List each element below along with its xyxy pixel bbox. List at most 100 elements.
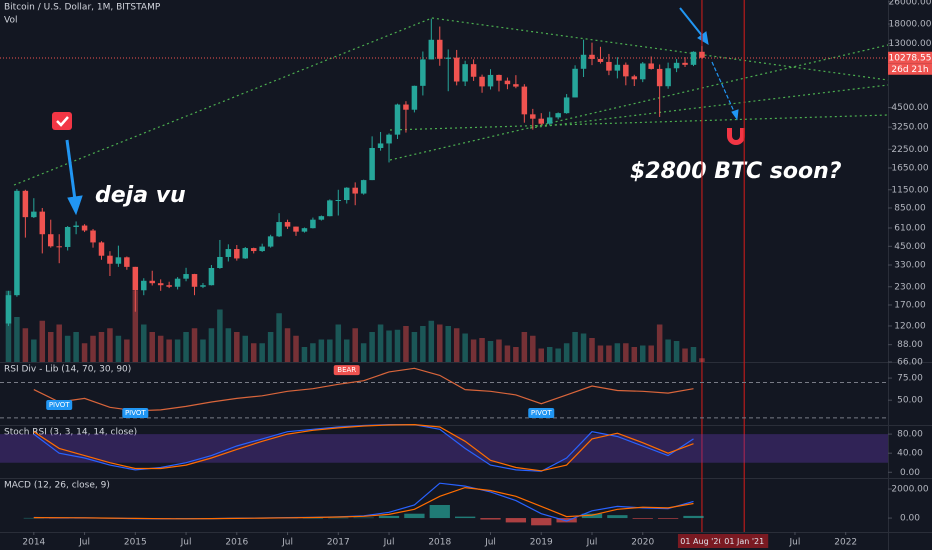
- volume-bar: [403, 326, 409, 362]
- candle-body: [250, 248, 257, 252]
- candle-body: [335, 200, 342, 202]
- volume-bar: [90, 335, 96, 362]
- volume-bar: [174, 339, 181, 362]
- date-marker-label: 01 Aug '20: [680, 537, 723, 546]
- volume-bar: [149, 332, 155, 362]
- candle-body: [90, 230, 96, 243]
- candle-body: [343, 187, 350, 201]
- candle-body: [141, 280, 147, 291]
- histogram-bar: [429, 504, 450, 519]
- candle-body: [149, 280, 155, 284]
- candle-body: [437, 39, 443, 59]
- candle-body: [369, 147, 375, 181]
- x-tick-label: 2016: [225, 538, 248, 548]
- signal-box: [122, 408, 149, 419]
- candle-body: [572, 68, 578, 98]
- volume-bar: [217, 309, 223, 362]
- volume-bar: [580, 333, 587, 362]
- y-tick-label: 50.00: [897, 396, 923, 406]
- band: [0, 434, 888, 463]
- histogram-bar: [480, 518, 501, 520]
- volume-bar: [428, 320, 435, 362]
- volume-bar: [572, 332, 578, 362]
- volume-bar: [234, 332, 240, 362]
- volume-bar: [276, 313, 282, 362]
- candle-body: [293, 226, 299, 232]
- date-marker-label: 01 Jan '21: [724, 537, 764, 546]
- volume-bar: [183, 332, 189, 362]
- signal-box: [46, 399, 73, 410]
- histogram-bar: [454, 516, 476, 519]
- candle-body: [639, 63, 646, 80]
- candle-body: [656, 68, 663, 87]
- annotation: deja vu: [95, 183, 186, 208]
- y-tick-label: 1650.00: [891, 164, 928, 174]
- volume-bar: [648, 345, 654, 362]
- symbol-title: Bitcoin / U.S. Dollar, 1M, BITSTAMP: [4, 3, 161, 13]
- candle-body: [606, 61, 612, 71]
- volume-bar: [699, 358, 705, 362]
- histogram-bar: [683, 515, 704, 519]
- volume-bar: [98, 332, 105, 362]
- series-line: [33, 486, 694, 520]
- candle-body: [301, 228, 308, 232]
- y-tick-label: 610.00: [894, 223, 926, 233]
- signal-box: [528, 408, 555, 419]
- candle-body: [174, 278, 181, 287]
- volume-bar: [606, 345, 612, 362]
- volume-bar: [343, 339, 350, 362]
- candle-body: [420, 59, 426, 86]
- candle-body: [462, 64, 468, 82]
- x-tick-label: 2014: [22, 538, 45, 548]
- volume-bar: [5, 290, 12, 362]
- annotation: $2800 BTC soon?: [630, 159, 842, 184]
- candle-body: [132, 266, 139, 291]
- candle-body: [191, 274, 198, 287]
- candle-body: [623, 64, 629, 77]
- candle-body: [217, 256, 223, 268]
- volume-bar: [310, 343, 316, 362]
- candle-body: [22, 190, 29, 218]
- candle-body: [183, 274, 189, 279]
- candle-body: [631, 76, 638, 80]
- candle-body: [107, 255, 113, 264]
- candle-body: [200, 285, 206, 287]
- y-tick-label: 120.00: [894, 321, 926, 331]
- volume-bar: [589, 338, 595, 362]
- histogram-bar: [404, 513, 425, 519]
- candle-body: [242, 248, 249, 259]
- candle-body: [699, 51, 705, 58]
- candle-body: [81, 225, 88, 231]
- volume-bar: [445, 326, 451, 362]
- candle-body: [496, 74, 502, 81]
- y-tick-label: 66.00: [897, 358, 923, 368]
- volume-bar: [673, 341, 680, 362]
- volume-bar: [14, 317, 20, 362]
- volume-bar: [250, 343, 257, 362]
- candle-body: [563, 97, 570, 114]
- volume-bar: [166, 339, 172, 362]
- histogram-bar: [505, 518, 527, 523]
- histogram-bar: [353, 517, 374, 519]
- trendlines: [13, 17, 889, 186]
- y-tick-label: 230.00: [894, 282, 926, 292]
- volume-bar: [22, 328, 29, 362]
- signal-label: BEAR: [337, 366, 356, 374]
- candle-body: [597, 58, 604, 62]
- last-price-box: [888, 51, 932, 64]
- volume-bar: [191, 328, 198, 362]
- volume-bar: [470, 339, 477, 362]
- candle-body: [360, 180, 367, 194]
- x-tick-label: Jul: [180, 538, 192, 548]
- volume-bar: [386, 330, 392, 362]
- candle-body: [73, 225, 79, 227]
- candle-body: [31, 211, 37, 218]
- volume-bar: [656, 324, 663, 362]
- volume-bar: [623, 343, 629, 362]
- candle-body: [166, 285, 172, 287]
- volume-bar: [225, 328, 232, 362]
- candle-body: [673, 62, 680, 69]
- signal-label: PIVOT: [49, 401, 70, 409]
- date-marker-box: [720, 534, 769, 548]
